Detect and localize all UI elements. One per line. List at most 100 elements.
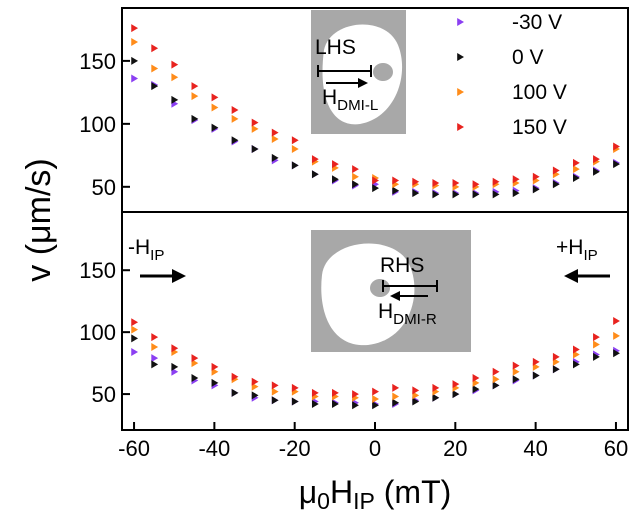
marker xyxy=(593,333,600,342)
legend-label: -30 V xyxy=(512,11,562,34)
field-arrows xyxy=(140,269,610,283)
y-tick-label: 100 xyxy=(79,112,116,137)
marker xyxy=(472,190,480,199)
marker xyxy=(512,361,520,370)
marker xyxy=(572,165,580,174)
marker xyxy=(231,136,239,145)
annotation: HDMI-L xyxy=(322,86,378,114)
x-tick-label: -20 xyxy=(279,436,311,461)
marker xyxy=(593,340,600,349)
marker xyxy=(613,331,620,340)
marker xyxy=(332,388,339,397)
text-part: (mT) xyxy=(375,474,451,510)
marker xyxy=(532,371,540,380)
marker xyxy=(552,166,560,175)
x-tick-label: 20 xyxy=(443,436,467,461)
marker xyxy=(291,383,299,392)
marker xyxy=(151,360,159,369)
text-part: H xyxy=(330,474,353,510)
marker xyxy=(412,386,420,395)
marker xyxy=(452,190,460,199)
legend-marker xyxy=(457,18,464,26)
marker xyxy=(231,106,239,114)
marker xyxy=(613,349,620,358)
marker xyxy=(251,391,259,400)
marker xyxy=(392,398,400,407)
marker xyxy=(572,174,580,182)
marker xyxy=(131,38,139,46)
marker xyxy=(512,375,520,384)
x-tick-label: 40 xyxy=(523,436,547,461)
x-tick-label: 60 xyxy=(604,436,628,461)
marker xyxy=(131,347,139,356)
marker xyxy=(352,165,359,174)
text-part: -H xyxy=(128,236,150,259)
marker xyxy=(332,175,339,184)
marker xyxy=(271,381,279,390)
marker xyxy=(251,124,259,133)
marker xyxy=(452,380,460,389)
marker xyxy=(211,378,219,387)
marker xyxy=(593,167,600,176)
marker xyxy=(151,354,159,363)
annotation: μ0HIP (mT) xyxy=(299,474,452,514)
marker xyxy=(352,180,359,189)
marker xyxy=(191,82,199,91)
marker xyxy=(311,170,319,179)
marker xyxy=(191,373,199,382)
marker xyxy=(151,64,159,73)
marker xyxy=(311,388,319,397)
marker xyxy=(171,344,179,353)
marker xyxy=(291,136,299,145)
x-tick-label: -40 xyxy=(198,436,230,461)
marker xyxy=(512,175,520,184)
annotation: LHS xyxy=(315,36,356,59)
marker xyxy=(492,367,500,376)
marker xyxy=(412,177,420,186)
marker xyxy=(613,142,620,151)
text-part: LHS xyxy=(315,36,356,59)
marker xyxy=(552,180,560,189)
marker xyxy=(131,24,139,33)
marker xyxy=(211,362,219,371)
marker xyxy=(211,103,219,112)
marker xyxy=(372,184,379,193)
y-tick-label: 150 xyxy=(79,49,116,74)
marker xyxy=(392,383,400,392)
marker xyxy=(492,381,500,390)
marker xyxy=(171,95,179,104)
marker xyxy=(131,56,139,65)
y-tick-label: 100 xyxy=(79,320,116,345)
text-part: +H xyxy=(556,236,583,259)
legend-label: 100 V xyxy=(512,81,567,104)
marker xyxy=(352,401,359,410)
marker xyxy=(171,60,179,69)
legend-marker xyxy=(457,123,464,131)
marker xyxy=(572,360,580,369)
marker xyxy=(552,365,560,374)
marker xyxy=(271,128,279,137)
x-tick-label: 0 xyxy=(369,436,381,461)
marker xyxy=(512,189,520,198)
marker xyxy=(432,190,440,199)
marker xyxy=(613,160,620,169)
marker xyxy=(191,354,199,363)
marker xyxy=(311,155,319,164)
marker xyxy=(131,325,139,334)
marker xyxy=(372,176,379,185)
marker xyxy=(251,145,259,154)
marker xyxy=(572,158,580,167)
marker xyxy=(452,390,460,399)
marker xyxy=(432,393,440,402)
text-part: RHS xyxy=(380,254,424,277)
text-part: μ xyxy=(299,474,317,510)
marker xyxy=(392,176,400,185)
marker xyxy=(532,357,540,366)
marker xyxy=(492,190,500,199)
marker xyxy=(472,385,480,394)
marker xyxy=(572,345,580,354)
inset-top xyxy=(311,10,406,134)
marker xyxy=(452,179,460,188)
y-tick-label: 150 xyxy=(79,258,116,283)
